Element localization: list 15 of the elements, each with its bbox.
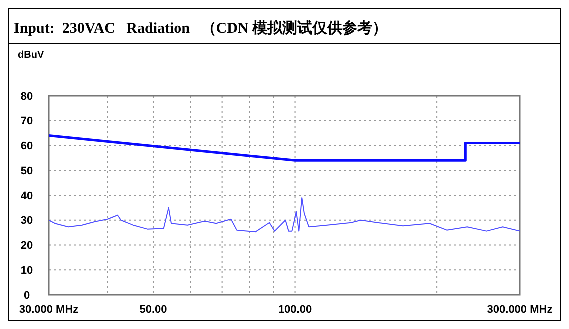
y-axis-title: dBuV	[18, 50, 44, 61]
x-tick-label: 100.00	[278, 304, 312, 316]
y-tick-label: 30	[20, 215, 34, 228]
chart-title: Input: 230VAC Radiation （CDN 模拟测试仅供参考）	[14, 20, 388, 37]
y-tick-label: 80	[20, 90, 34, 103]
x-tick-label: 50.00	[140, 304, 168, 316]
x-tick-label: 30.000 MHz	[19, 304, 80, 316]
y-tick-label: 50	[20, 165, 34, 178]
y-tick-label: 70	[20, 116, 34, 128]
y-tick-label: 60	[20, 140, 34, 153]
y-tick-label: 40	[20, 190, 34, 202]
y-tick-label: 10	[20, 264, 34, 277]
y-tick-label: 0	[24, 290, 30, 302]
y-tick-label: 20	[20, 240, 34, 252]
x-tick-label: 300.000 MHz	[487, 304, 554, 316]
